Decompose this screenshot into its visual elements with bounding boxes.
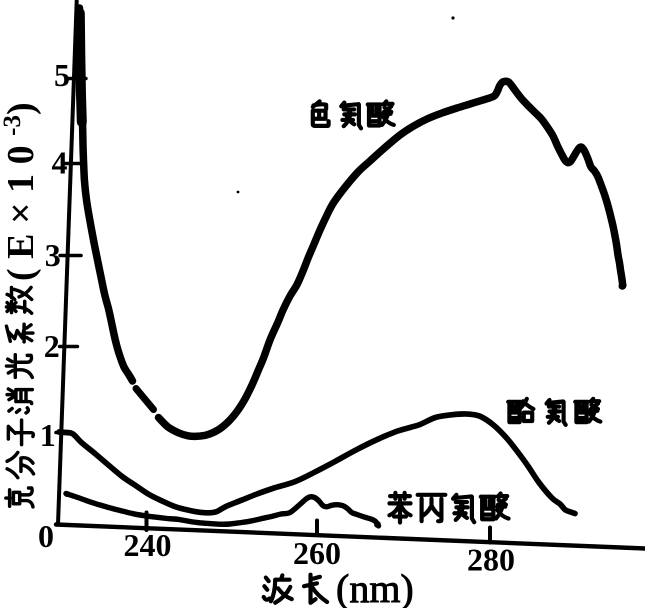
- svg-text:0: 0: [38, 518, 54, 554]
- svg-text:260: 260: [293, 535, 341, 571]
- svg-text:240: 240: [124, 527, 172, 563]
- svg-text:2: 2: [44, 328, 60, 364]
- svg-text:1: 1: [40, 417, 56, 453]
- svg-text:5: 5: [54, 57, 70, 93]
- svg-text:4: 4: [52, 145, 68, 181]
- svg-text:(nm): (nm): [336, 566, 414, 608]
- svg-text:280: 280: [467, 542, 515, 578]
- svg-text:(E×10-3): (E×10-3): [0, 93, 42, 281]
- svg-text:3: 3: [45, 237, 61, 273]
